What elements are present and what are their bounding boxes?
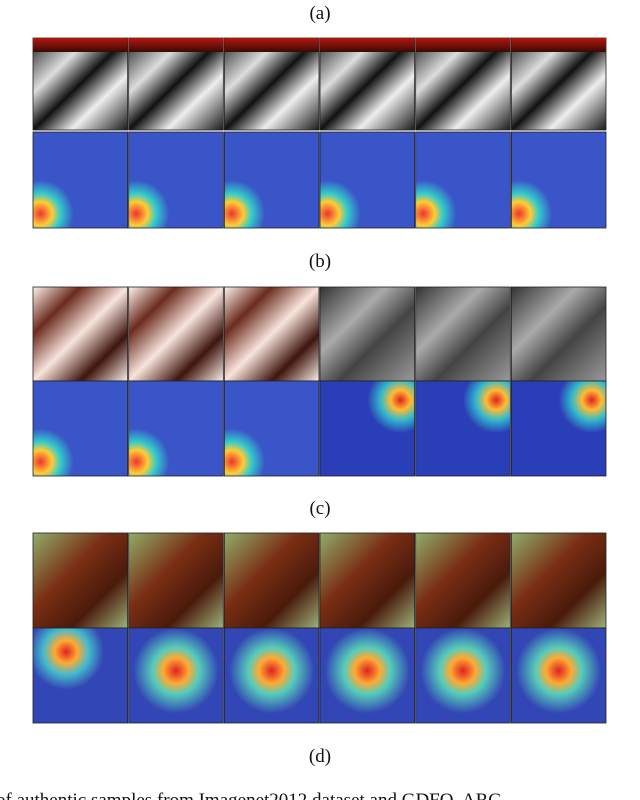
image-tile	[32, 627, 129, 724]
image-tile	[128, 131, 224, 229]
image-tile	[128, 532, 224, 629]
image-band	[320, 38, 415, 52]
image-band	[33, 38, 128, 52]
image-tile	[223, 532, 320, 629]
image-tile	[415, 286, 511, 382]
image-tile	[510, 627, 607, 724]
image-tile	[415, 380, 511, 477]
panel-label: (c)	[309, 498, 330, 519]
image-tile	[319, 286, 416, 382]
image-band	[224, 38, 319, 52]
image-tile	[128, 380, 224, 477]
image-tile	[510, 380, 607, 477]
image-tile	[319, 37, 416, 131]
image-tile	[223, 380, 320, 477]
image-tile	[319, 627, 416, 724]
image-tile	[510, 37, 607, 131]
panel-label: (b)	[309, 251, 331, 272]
image-band	[511, 38, 606, 52]
image-tile	[32, 380, 129, 477]
panel-label: (d)	[309, 746, 331, 767]
image-tile	[415, 532, 511, 629]
image-tile	[32, 286, 129, 382]
image-tile	[510, 131, 607, 229]
image-tile	[415, 131, 511, 229]
image-tile	[415, 627, 511, 724]
image-tile	[32, 37, 129, 131]
image-tile	[128, 627, 224, 724]
image-tile	[128, 37, 224, 131]
caption: of authentic samples from Imagenet2012 d…	[0, 790, 501, 800]
image-band	[128, 38, 224, 52]
image-tile	[223, 131, 320, 229]
panel-label: (a)	[309, 3, 330, 24]
image-band	[415, 38, 511, 52]
image-tile	[32, 532, 129, 629]
image-tile	[223, 627, 320, 724]
image-tile	[510, 532, 607, 629]
image-tile	[319, 380, 416, 477]
image-tile	[319, 532, 416, 629]
image-tile	[223, 286, 320, 382]
image-tile	[319, 131, 416, 229]
image-tile	[415, 37, 511, 131]
image-tile	[510, 286, 607, 382]
image-tile	[32, 131, 129, 229]
image-tile	[128, 286, 224, 382]
